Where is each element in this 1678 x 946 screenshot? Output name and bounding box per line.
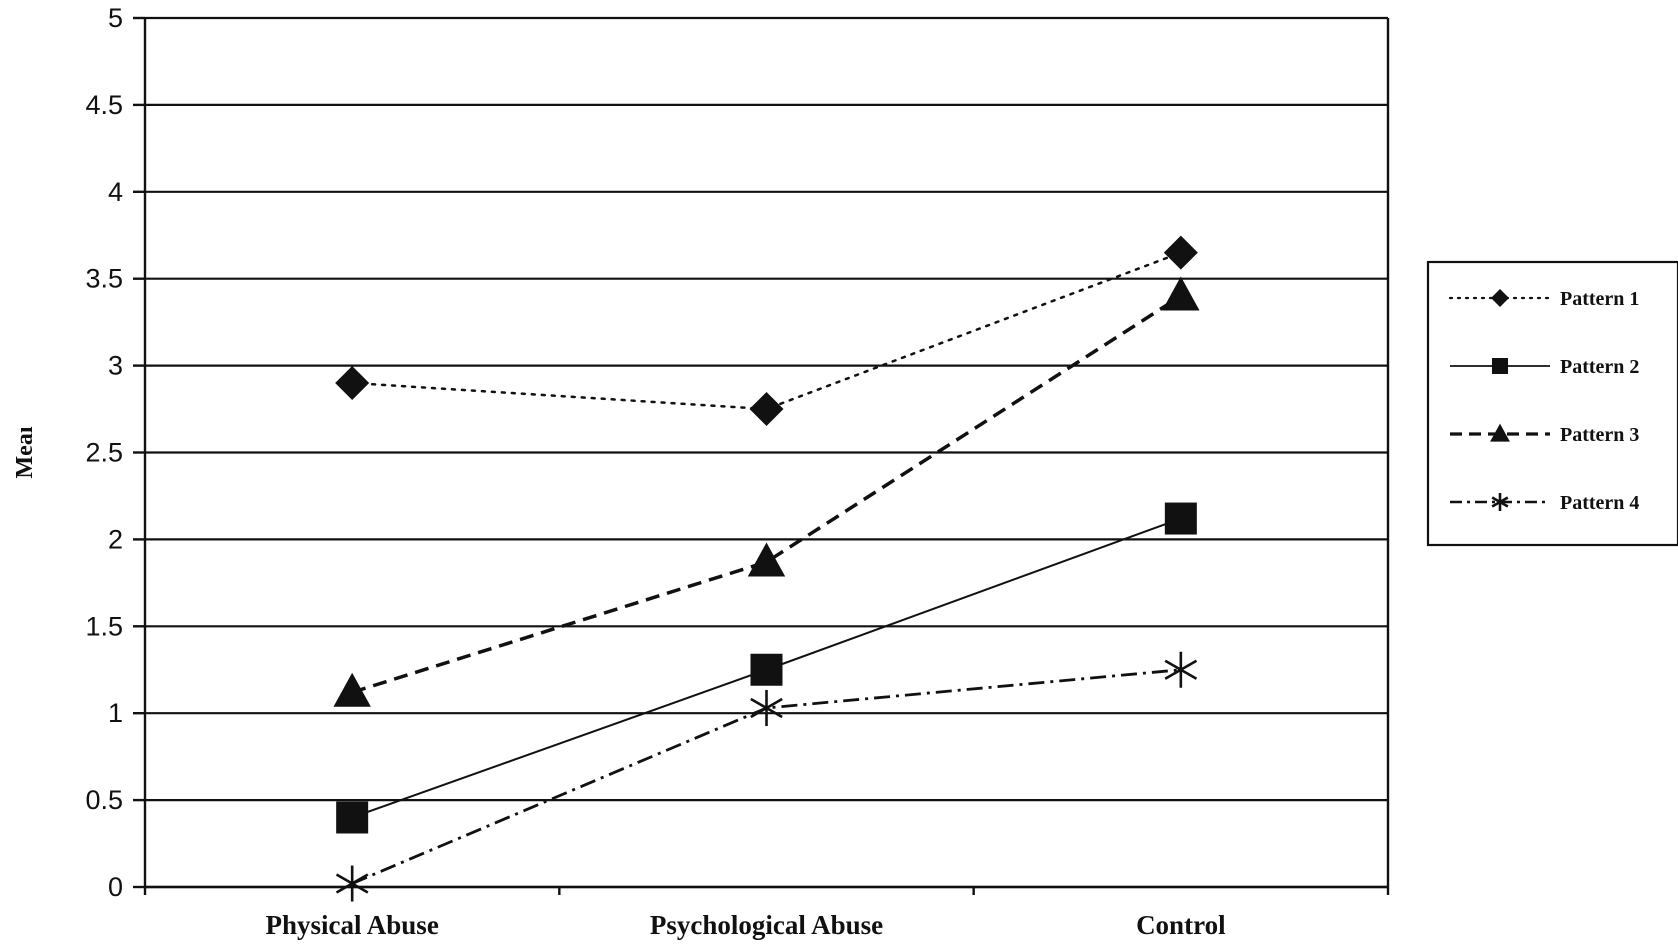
legend-marker <box>1491 289 1509 307</box>
data-point <box>335 865 369 902</box>
series-3 <box>333 276 1200 707</box>
legend-item: Pattern 3 <box>1450 423 1639 446</box>
data-point <box>1164 651 1198 688</box>
series-line <box>350 251 1183 411</box>
legend-label: Pattern 4 <box>1560 492 1639 514</box>
y-tick-label: 2 <box>108 524 123 554</box>
legend-item: Pattern 1 <box>1448 288 1639 310</box>
data-point <box>750 653 783 686</box>
x-category-label: Psychological Abuse <box>650 910 883 940</box>
gridlines <box>145 16 1388 889</box>
data-point <box>1164 502 1197 535</box>
legend: Pattern 1 Pattern 2 Pattern 3 Pattern 4 <box>1426 260 1678 547</box>
series-1 <box>335 235 1198 427</box>
series-4 <box>335 651 1198 902</box>
data-point <box>336 801 369 834</box>
y-tick-label: 1.5 <box>85 611 123 641</box>
data-point <box>333 672 371 707</box>
data-point <box>750 689 783 726</box>
legend-label: Pattern 1 <box>1560 288 1639 310</box>
legend-marker <box>1490 423 1510 442</box>
y-tick-label: 2.5 <box>85 438 123 468</box>
y-tick-label: 1 <box>108 698 123 728</box>
data-point <box>1163 235 1198 270</box>
x-category-label: Control <box>1136 910 1226 940</box>
data-point <box>335 365 370 400</box>
legend-item: Pattern 4 <box>1450 492 1639 514</box>
y-tick-label: 3 <box>108 351 123 381</box>
series-group <box>333 235 1200 902</box>
legend-item: Pattern 2 <box>1450 356 1639 378</box>
y-tick-label: 0.5 <box>85 785 123 815</box>
legend-marker <box>1491 493 1509 511</box>
data-point <box>749 392 784 427</box>
legend-box <box>1426 260 1678 547</box>
data-point <box>1162 276 1200 311</box>
y-axis-title: Meaı <box>12 426 38 478</box>
legend-label: Pattern 2 <box>1560 356 1639 378</box>
y-tick-label: 3.5 <box>85 264 123 294</box>
y-tick-label: 4 <box>108 177 123 207</box>
y-axis-ticks: 0 0.5 1 1.5 2 2.5 3 3.5 4 4.5 5 <box>85 3 145 902</box>
y-tick-label: 0 <box>108 872 123 902</box>
axes <box>143 18 1390 895</box>
data-point <box>747 542 786 577</box>
y-tick-label: 4.5 <box>85 90 123 120</box>
x-axis-categories: Physical Abuse Psychological Abuse Control <box>266 910 1227 940</box>
series-line <box>351 294 1182 695</box>
legend-marker <box>1492 358 1508 374</box>
y-tick-label: 5 <box>108 3 123 33</box>
x-category-label: Physical Abuse <box>266 910 439 940</box>
legend-label: Pattern 3 <box>1560 424 1639 446</box>
series-2 <box>336 502 1197 834</box>
